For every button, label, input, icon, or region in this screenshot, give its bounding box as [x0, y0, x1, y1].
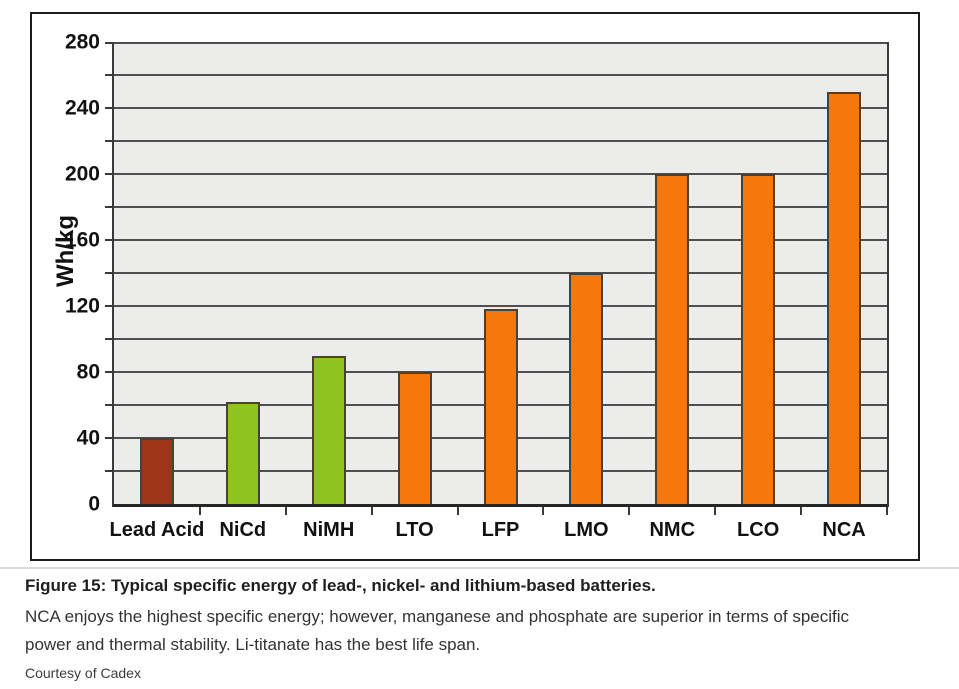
bar-lmo — [569, 273, 604, 504]
caption-credit: Courtesy of Cadex — [25, 665, 141, 681]
y-axis-label: 240 — [64, 96, 100, 120]
gridline — [114, 74, 887, 76]
bar-nicd — [225, 401, 260, 504]
bar-nmc — [655, 174, 690, 504]
y-axis-tick — [105, 74, 112, 76]
bar-nimh — [311, 355, 346, 504]
y-axis-tick — [105, 173, 112, 175]
gridline — [114, 206, 887, 208]
y-axis-label: 40 — [76, 426, 100, 450]
x-axis-label-nimh: NiMH — [303, 519, 355, 541]
y-axis-tick — [105, 338, 112, 340]
x-axis-label-nmc: NMC — [649, 519, 696, 541]
y-axis-label: 200 — [64, 162, 100, 186]
x-axis-tick — [371, 507, 373, 515]
x-axis-label-lfp: LFP — [481, 519, 520, 541]
y-axis-tick — [105, 470, 112, 472]
plot-area — [105, 42, 889, 507]
gridline — [114, 305, 887, 307]
y-axis-tick — [105, 272, 112, 274]
caption-body: NCA enjoys the highest specific energy; … — [25, 607, 850, 654]
figure-caption: Figure 15: Typical specific energy of le… — [25, 576, 930, 681]
x-axis-label-lco: LCO — [737, 519, 780, 541]
bar-lto — [397, 372, 432, 504]
y-axis-tick — [105, 437, 112, 439]
divider-line — [0, 567, 959, 569]
x-axis-tick — [542, 507, 544, 515]
gridline — [114, 239, 887, 241]
bar-lfp — [483, 309, 518, 504]
y-axis-tick — [105, 404, 112, 406]
x-axis-label-lmo: LMO — [564, 519, 609, 541]
x-axis-tick — [285, 507, 287, 515]
bar-lead-acid — [139, 438, 174, 504]
x-axis-label-lto: LTO — [395, 519, 434, 541]
y-axis-label: 80 — [76, 360, 100, 384]
y-axis-label: 120 — [64, 294, 100, 318]
y-axis-tick — [105, 140, 112, 142]
y-axis-labels: 280 240 200 160 120 80 40 0 — [60, 32, 100, 515]
y-axis-tick — [105, 107, 112, 109]
bar-lco — [741, 174, 776, 504]
x-axis-label-nca: NCA — [822, 519, 866, 541]
chart-frame: Wh/kg 280 240 200 160 120 80 40 0 Lead Acid NiCd… — [30, 12, 920, 561]
gridline — [114, 140, 887, 142]
x-axis-tick — [714, 507, 716, 515]
x-axis-tick — [457, 507, 459, 515]
gridline — [114, 42, 887, 44]
x-axis-tick — [886, 507, 888, 515]
y-axis-tick — [105, 305, 112, 307]
caption-title: Figure 15: Typical specific energy of le… — [25, 576, 656, 595]
y-axis-tick — [105, 206, 112, 208]
y-axis-label: 280 — [64, 30, 100, 54]
x-axis-tick — [199, 507, 201, 515]
gridline — [114, 173, 887, 175]
y-axis-tick — [105, 42, 112, 44]
y-axis-label: 0 — [88, 492, 100, 516]
x-axis-tick — [800, 507, 802, 515]
x-axis-label-nicd: NiCd — [219, 519, 267, 541]
gridline — [114, 107, 887, 109]
y-axis-label: 160 — [64, 228, 100, 252]
x-axis-label-lead-acid: Lead Acid — [109, 519, 205, 541]
y-axis-tick — [105, 371, 112, 373]
x-axis-tick — [628, 507, 630, 515]
bar-nca — [827, 91, 862, 504]
gridline — [114, 272, 887, 274]
y-axis-tick — [105, 239, 112, 241]
